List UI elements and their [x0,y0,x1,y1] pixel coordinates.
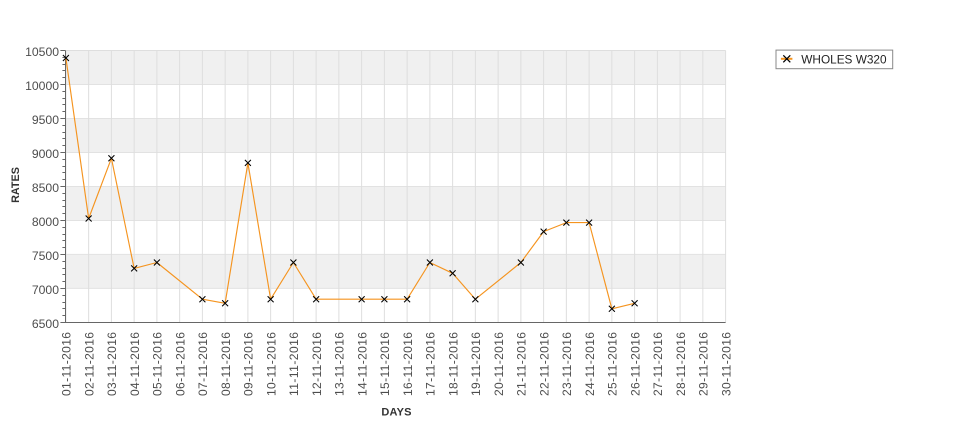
svg-text:10000: 10000 [25,79,59,93]
svg-text:19-11-2016: 19-11-2016 [469,332,483,396]
svg-text:24-11-2016: 24-11-2016 [583,332,597,396]
svg-text:7500: 7500 [32,249,59,263]
svg-text:17-11-2016: 17-11-2016 [424,332,438,396]
svg-text:09-11-2016: 09-11-2016 [242,332,256,396]
svg-text:DAYS: DAYS [381,407,411,419]
svg-text:04-11-2016: 04-11-2016 [128,332,142,396]
svg-text:27-11-2016: 27-11-2016 [651,332,665,396]
svg-text:9500: 9500 [32,113,59,127]
svg-text:10500: 10500 [25,45,59,59]
svg-text:8000: 8000 [32,215,59,229]
svg-text:08-11-2016: 08-11-2016 [219,332,233,396]
svg-text:8500: 8500 [32,181,59,195]
svg-text:20-11-2016: 20-11-2016 [492,332,506,396]
svg-text:06-11-2016: 06-11-2016 [173,332,187,396]
svg-text:14-11-2016: 14-11-2016 [355,332,369,396]
svg-text:16-11-2016: 16-11-2016 [401,332,415,396]
svg-text:7000: 7000 [32,283,59,297]
svg-text:12-11-2016: 12-11-2016 [310,332,324,396]
svg-text:29-11-2016: 29-11-2016 [697,332,711,396]
svg-text:02-11-2016: 02-11-2016 [82,332,96,396]
svg-text:6500: 6500 [32,317,59,331]
svg-text:15-11-2016: 15-11-2016 [378,332,392,396]
svg-text:10-11-2016: 10-11-2016 [264,332,278,396]
svg-text:01-11-2016: 01-11-2016 [60,332,74,396]
svg-text:9000: 9000 [32,147,59,161]
svg-text:21-11-2016: 21-11-2016 [515,332,529,396]
svg-text:03-11-2016: 03-11-2016 [105,332,119,396]
svg-text:18-11-2016: 18-11-2016 [446,332,460,396]
svg-text:22-11-2016: 22-11-2016 [537,332,551,396]
svg-text:25-11-2016: 25-11-2016 [606,332,620,396]
svg-text:WHOLES W320: WHOLES W320 [801,52,887,66]
svg-text:26-11-2016: 26-11-2016 [628,332,642,396]
svg-text:11-11-2016: 11-11-2016 [287,332,301,396]
svg-text:30-11-2016: 30-11-2016 [719,332,733,396]
svg-text:23-11-2016: 23-11-2016 [560,332,574,396]
svg-text:13-11-2016: 13-11-2016 [333,332,347,396]
svg-text:05-11-2016: 05-11-2016 [151,332,165,396]
svg-text:07-11-2016: 07-11-2016 [196,332,210,396]
svg-text:RATES: RATES [10,167,22,203]
svg-text:28-11-2016: 28-11-2016 [674,332,688,396]
